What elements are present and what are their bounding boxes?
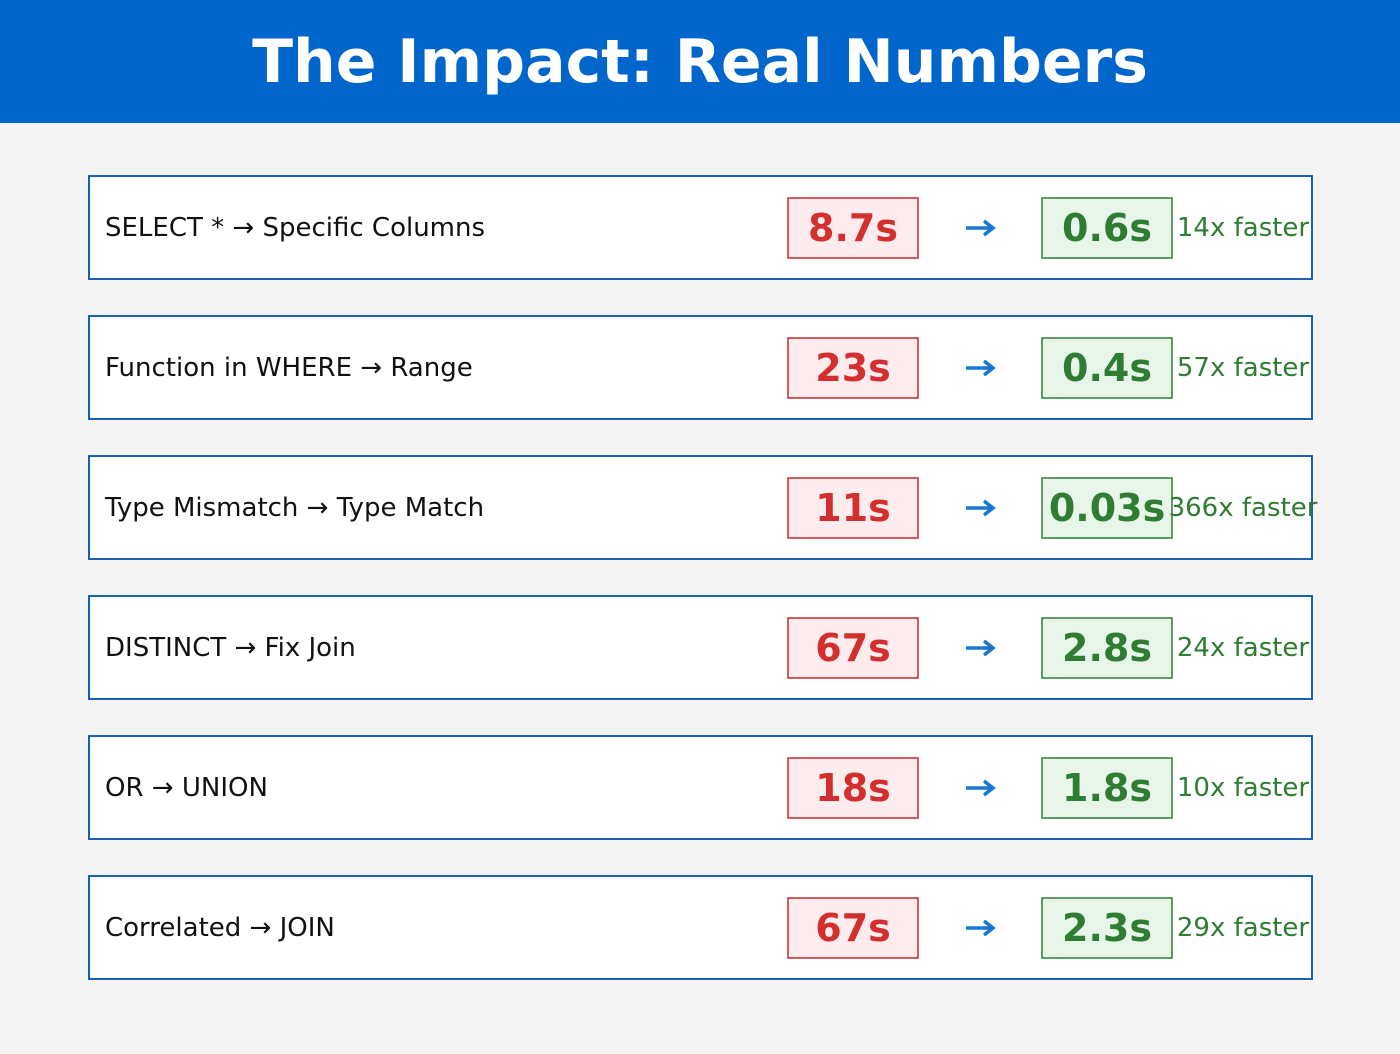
after-time: 0.4s [1062,346,1152,390]
after-time: 1.8s [1062,766,1152,810]
after-box [1041,757,1173,819]
after-time: 0.6s [1062,206,1152,250]
after-time: 2.3s [1062,906,1152,950]
before-box [787,337,919,399]
before-time: 18s [815,766,891,810]
header-title: The Impact: Real Numbers [252,27,1148,97]
before-time: 11s [815,486,891,530]
speedup: 366x faster [1169,493,1318,523]
after-box [1041,477,1173,539]
header-bar [0,0,1400,123]
arrow-icon [966,499,996,517]
before-time: 23s [815,346,891,390]
row-label: Correlated → JOIN [105,913,335,943]
before-time: 67s [815,626,891,670]
after-box [1041,197,1173,259]
after-time: 2.8s [1062,626,1152,670]
row-label: Function in WHERE → Range [105,353,473,383]
speedup: 57x faster [1177,353,1310,383]
row-label: SELECT * → Specific Columns [105,213,485,243]
arrow-icon [966,359,996,377]
before-time: 8.7s [808,206,898,250]
after-box [1041,617,1173,679]
before-box [787,617,919,679]
arrow-icon [966,639,996,657]
before-box [787,897,919,959]
speedup: 24x faster [1177,633,1310,663]
row-label: Type Mismatch → Type Match [104,493,484,523]
arrow-icon [966,779,996,797]
before-time: 67s [815,906,891,950]
row-label: OR → UNION [105,773,268,803]
arrow-icon [966,919,996,937]
after-box [1041,897,1173,959]
speedup: 10x faster [1177,773,1310,803]
before-box [787,757,919,819]
row-label: DISTINCT → Fix Join [105,633,356,663]
before-box [787,477,919,539]
speedup: 14x faster [1177,213,1310,243]
after-box [1041,337,1173,399]
before-box [787,197,919,259]
arrow-icon [966,219,996,237]
speedup: 29x faster [1177,913,1310,943]
after-time: 0.03s [1049,486,1165,530]
